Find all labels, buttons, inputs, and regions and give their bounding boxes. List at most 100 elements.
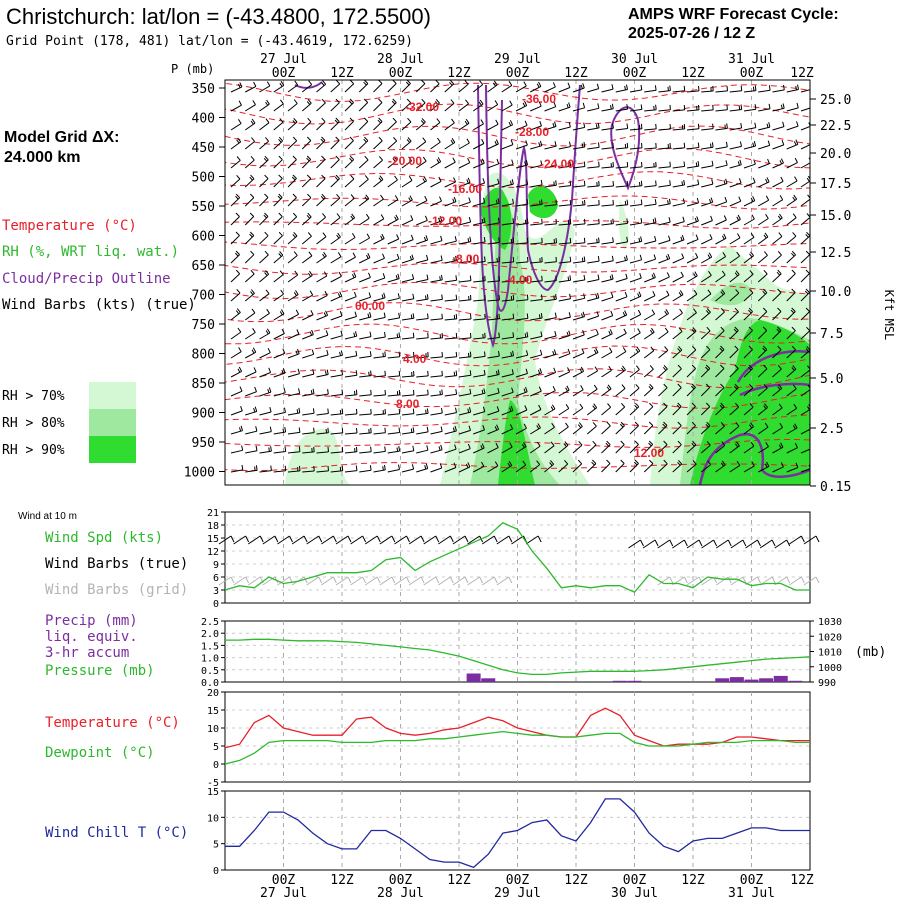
barb-feather (371, 428, 372, 433)
axis-tick-label: 20 (207, 688, 219, 699)
page-subtitle: Grid Point (178, 481) lat/lon = (-43.461… (6, 34, 413, 49)
barb-feather (399, 371, 400, 376)
barb-feather (428, 371, 429, 376)
pressure-unit-label: P (mb) (171, 62, 214, 76)
axis-tick-label: 0.5 (201, 666, 219, 677)
barb-feather (711, 144, 712, 148)
barb-feather (584, 162, 585, 167)
barb-feather (442, 390, 443, 395)
pressure-tick-label: 850 (192, 377, 215, 392)
hour-label: 12Z (564, 66, 588, 81)
barb-feather (653, 219, 654, 223)
barb-feather (527, 199, 528, 204)
barb-feather (570, 238, 571, 243)
height-tick-label: 2.5 (820, 422, 843, 437)
axis-tick-label: 18 (207, 521, 219, 532)
axis-tick-label: 6 (213, 573, 219, 584)
axis-tick-label: 1030 (818, 617, 842, 628)
barb-feather (613, 219, 614, 224)
barb-feather (442, 371, 443, 376)
barb-feather (698, 124, 699, 129)
barb-feather (582, 143, 583, 147)
barb-feather (413, 333, 414, 338)
barb-feather (356, 466, 357, 471)
barb-feather (613, 181, 614, 186)
pressure-unit-label: (mb) (855, 645, 886, 660)
hour-label: 12Z (330, 873, 354, 888)
rh-legend-label: RH > 80% (2, 416, 65, 431)
rh-legend-label: RH > 90% (2, 443, 65, 458)
day-label: 28 Jul (377, 52, 424, 67)
barb-feather (670, 162, 671, 167)
barb-feather (556, 200, 557, 205)
barb-feather (527, 313, 528, 318)
axis-tick-label: 2.5 (201, 617, 219, 628)
barb-feather (698, 143, 699, 148)
barb-feather (411, 429, 412, 433)
barb-feather (399, 352, 400, 357)
axis-tick-label: 12 (207, 547, 219, 558)
temperature-contour-label: 8.00 (396, 397, 420, 411)
barb-feather (713, 105, 714, 110)
barb-feather (385, 447, 386, 452)
axis-tick-label: 1.0 (201, 654, 219, 665)
precip-bar (759, 678, 773, 682)
legend-entry: Wind Barbs (grid) (45, 582, 188, 598)
barb-feather (299, 447, 300, 452)
barb-feather (342, 409, 343, 414)
pressure-axis: 3504004505005506006507007508008509009501… (184, 82, 225, 481)
pressure-tick-label: 900 (192, 407, 215, 422)
barb-feather (769, 85, 770, 90)
barb-feather (641, 105, 642, 110)
barb-feather (256, 465, 257, 470)
temperature-contour-label: -20.00 (388, 154, 422, 168)
legend-entry: Pressure (mb) (45, 663, 155, 679)
barb-feather (542, 276, 543, 281)
barb-feather (627, 181, 628, 186)
barb-feather (385, 428, 386, 433)
barb-feather (442, 314, 443, 319)
precip-bar (745, 680, 759, 682)
day-label: 30 Jul (611, 886, 658, 900)
barb-feather (454, 372, 455, 376)
barb-feather (627, 200, 628, 205)
barb-feather (397, 334, 398, 338)
pressure-tick-label: 1000 (184, 466, 215, 481)
barb-feather (641, 181, 642, 186)
barb-feather (456, 295, 457, 300)
barb-feather (554, 296, 555, 300)
hour-label: 00Z (506, 66, 530, 81)
hour-label: 00Z (389, 66, 413, 81)
barb-feather (699, 86, 700, 91)
pressure-tick-label: 950 (192, 436, 215, 451)
barb-feather (440, 276, 441, 280)
barb-feather (542, 200, 543, 205)
barb-feather (811, 463, 813, 468)
barb-feather (556, 180, 557, 185)
barb-feather (540, 201, 541, 205)
barb-feather (585, 200, 586, 205)
axis-tick-label: 990 (818, 678, 836, 689)
barb-feather (670, 180, 671, 185)
legend-entry: Wind Barbs (true) (45, 556, 188, 572)
hour-label: 12Z (790, 873, 814, 888)
precip-bar (788, 681, 802, 682)
barb-feather (741, 86, 742, 91)
axis-tick-label: 10 (207, 813, 219, 824)
barb-feather (585, 219, 586, 224)
barb-feather (554, 182, 555, 186)
hour-label: 12Z (447, 873, 471, 888)
barb-feather (713, 124, 714, 129)
barb-feather (442, 295, 443, 300)
barb-feather (371, 447, 372, 452)
cycle-value: 2025-07-26 / 12 Z (628, 25, 755, 42)
barb-feather (470, 352, 471, 357)
axis-tick-label: 9 (213, 560, 219, 571)
axis-tick-label: 21 (207, 508, 219, 519)
barb-feather (542, 219, 543, 224)
barb-feather (599, 162, 600, 167)
height-tick-label: 17.5 (820, 177, 851, 192)
